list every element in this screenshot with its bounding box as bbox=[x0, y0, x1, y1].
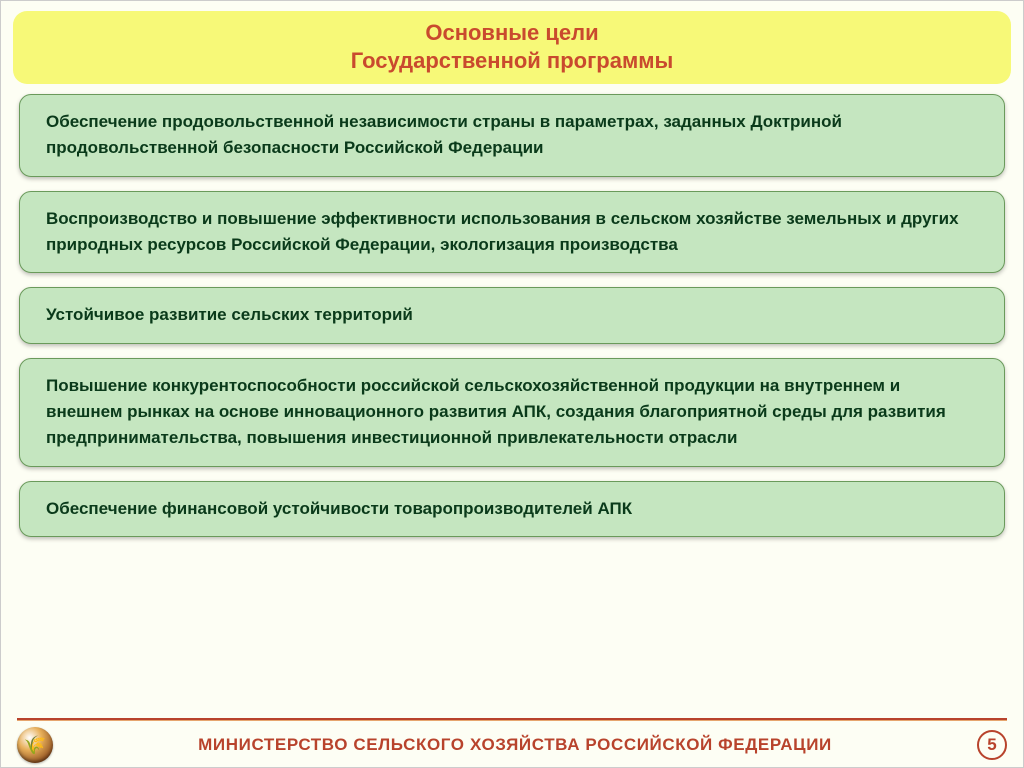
goal-item: Повышение конкурентоспособности российск… bbox=[19, 358, 1005, 467]
page-number-badge: 5 bbox=[977, 730, 1007, 760]
title-line-1: Основные цели bbox=[33, 19, 991, 47]
goal-item: Обеспечение продовольственной независимо… bbox=[19, 94, 1005, 177]
wheat-icon: 🌾 bbox=[24, 735, 46, 756]
title-line-2: Государственной программы bbox=[33, 47, 991, 75]
goal-item: Воспроизводство и повышение эффективност… bbox=[19, 191, 1005, 274]
title-banner: Основные цели Государственной программы bbox=[13, 11, 1011, 84]
goal-item: Обеспечение финансовой устойчивости това… bbox=[19, 481, 1005, 537]
footer-separator bbox=[17, 718, 1007, 721]
goals-list: Обеспечение продовольственной независимо… bbox=[19, 94, 1005, 537]
footer: 🌾 МИНИСТЕРСТВО СЕЛЬСКОГО ХОЗЯЙСТВА РОССИ… bbox=[1, 723, 1023, 767]
goal-item: Устойчивое развитие сельских территорий bbox=[19, 287, 1005, 343]
ministry-name: МИНИСТЕРСТВО СЕЛЬСКОГО ХОЗЯЙСТВА РОССИЙС… bbox=[53, 735, 977, 755]
ministry-emblem-icon: 🌾 bbox=[17, 727, 53, 763]
